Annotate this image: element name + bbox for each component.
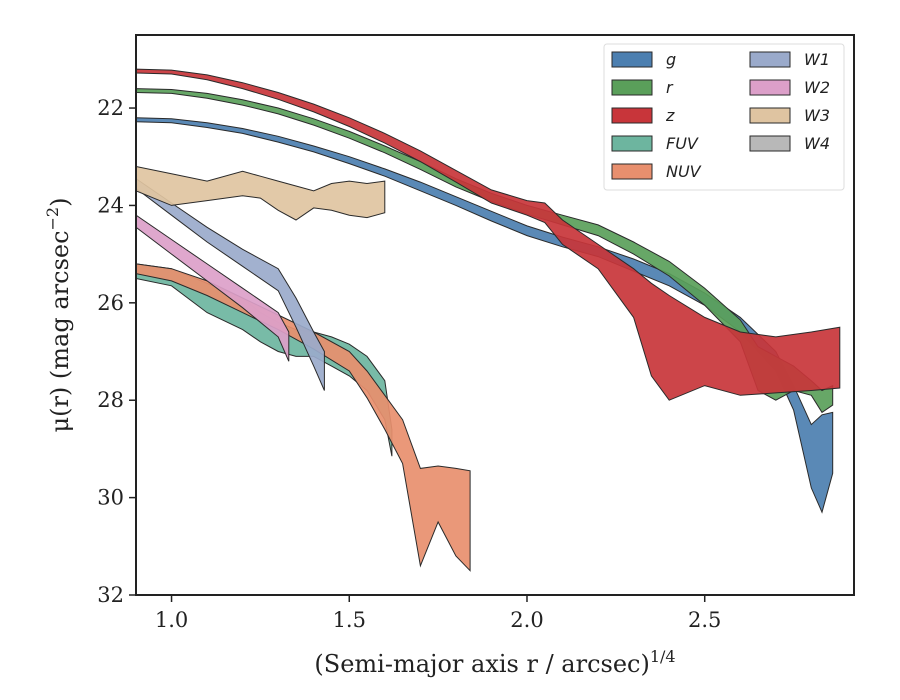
- legend-swatch-z: [611, 107, 653, 124]
- legend-label-fuv: FUV: [666, 134, 699, 153]
- y-tick-label: 32: [97, 583, 124, 607]
- legend-label-z: z: [665, 106, 675, 125]
- series-areas: [136, 68, 841, 572]
- legend-swatch-w1: [749, 51, 791, 68]
- area-w3: [136, 165, 386, 221]
- y-axis-title-close: ): [46, 198, 74, 207]
- x-axis: 1.0 1.5 2.0 2.5: [155, 595, 721, 632]
- legend-label-w2: W2: [804, 78, 830, 97]
- legend-label-w3: W3: [804, 106, 830, 125]
- x-tick-label: 1.5: [333, 608, 366, 632]
- x-axis-title-superscript: 1/4: [650, 647, 676, 666]
- legend-label-g: g: [666, 50, 676, 69]
- legend-swatch-g: [611, 51, 653, 68]
- area-z: [136, 68, 841, 401]
- y-tick-label: 28: [97, 388, 124, 412]
- plot-frame: [135, 34, 855, 596]
- y-axis-title-superscript: −2: [43, 207, 62, 231]
- legend-swatch-w4: [749, 135, 791, 152]
- y-axis: 22 24 26 28 30 32: [97, 96, 136, 607]
- y-tick-label: 24: [97, 193, 124, 217]
- legend-swatch-nuv: [611, 163, 653, 180]
- x-tick-label: 2.0: [510, 608, 543, 632]
- legend-label-nuv: NUV: [666, 162, 702, 181]
- legend-label-w1: W1: [804, 50, 830, 69]
- area-g: [136, 117, 834, 514]
- x-axis-title: (Semi-major axis r / arcsec)1/4: [314, 647, 675, 678]
- y-tick-label: 30: [97, 486, 124, 510]
- y-tick-label: 22: [97, 96, 124, 120]
- area-nuv: [136, 263, 471, 572]
- y-axis-title: μ(r) (mag arcsec−2): [43, 198, 74, 433]
- area-w1: [136, 178, 325, 391]
- legend-swatch-w2: [749, 79, 791, 96]
- x-tick-label: 2.5: [688, 608, 721, 632]
- legend-label-r: r: [666, 78, 674, 97]
- legend-swatch-fuv: [611, 135, 653, 152]
- legend-label-w4: W4: [804, 134, 830, 153]
- x-tick-label: 1.0: [155, 608, 188, 632]
- y-tick-label: 26: [97, 291, 124, 315]
- legend: grz FUV NUV W1 W2 W3 W4: [603, 43, 845, 191]
- legend-swatch-r: [611, 79, 653, 96]
- legend-swatch-w3: [749, 107, 791, 124]
- area-w2: [136, 214, 290, 362]
